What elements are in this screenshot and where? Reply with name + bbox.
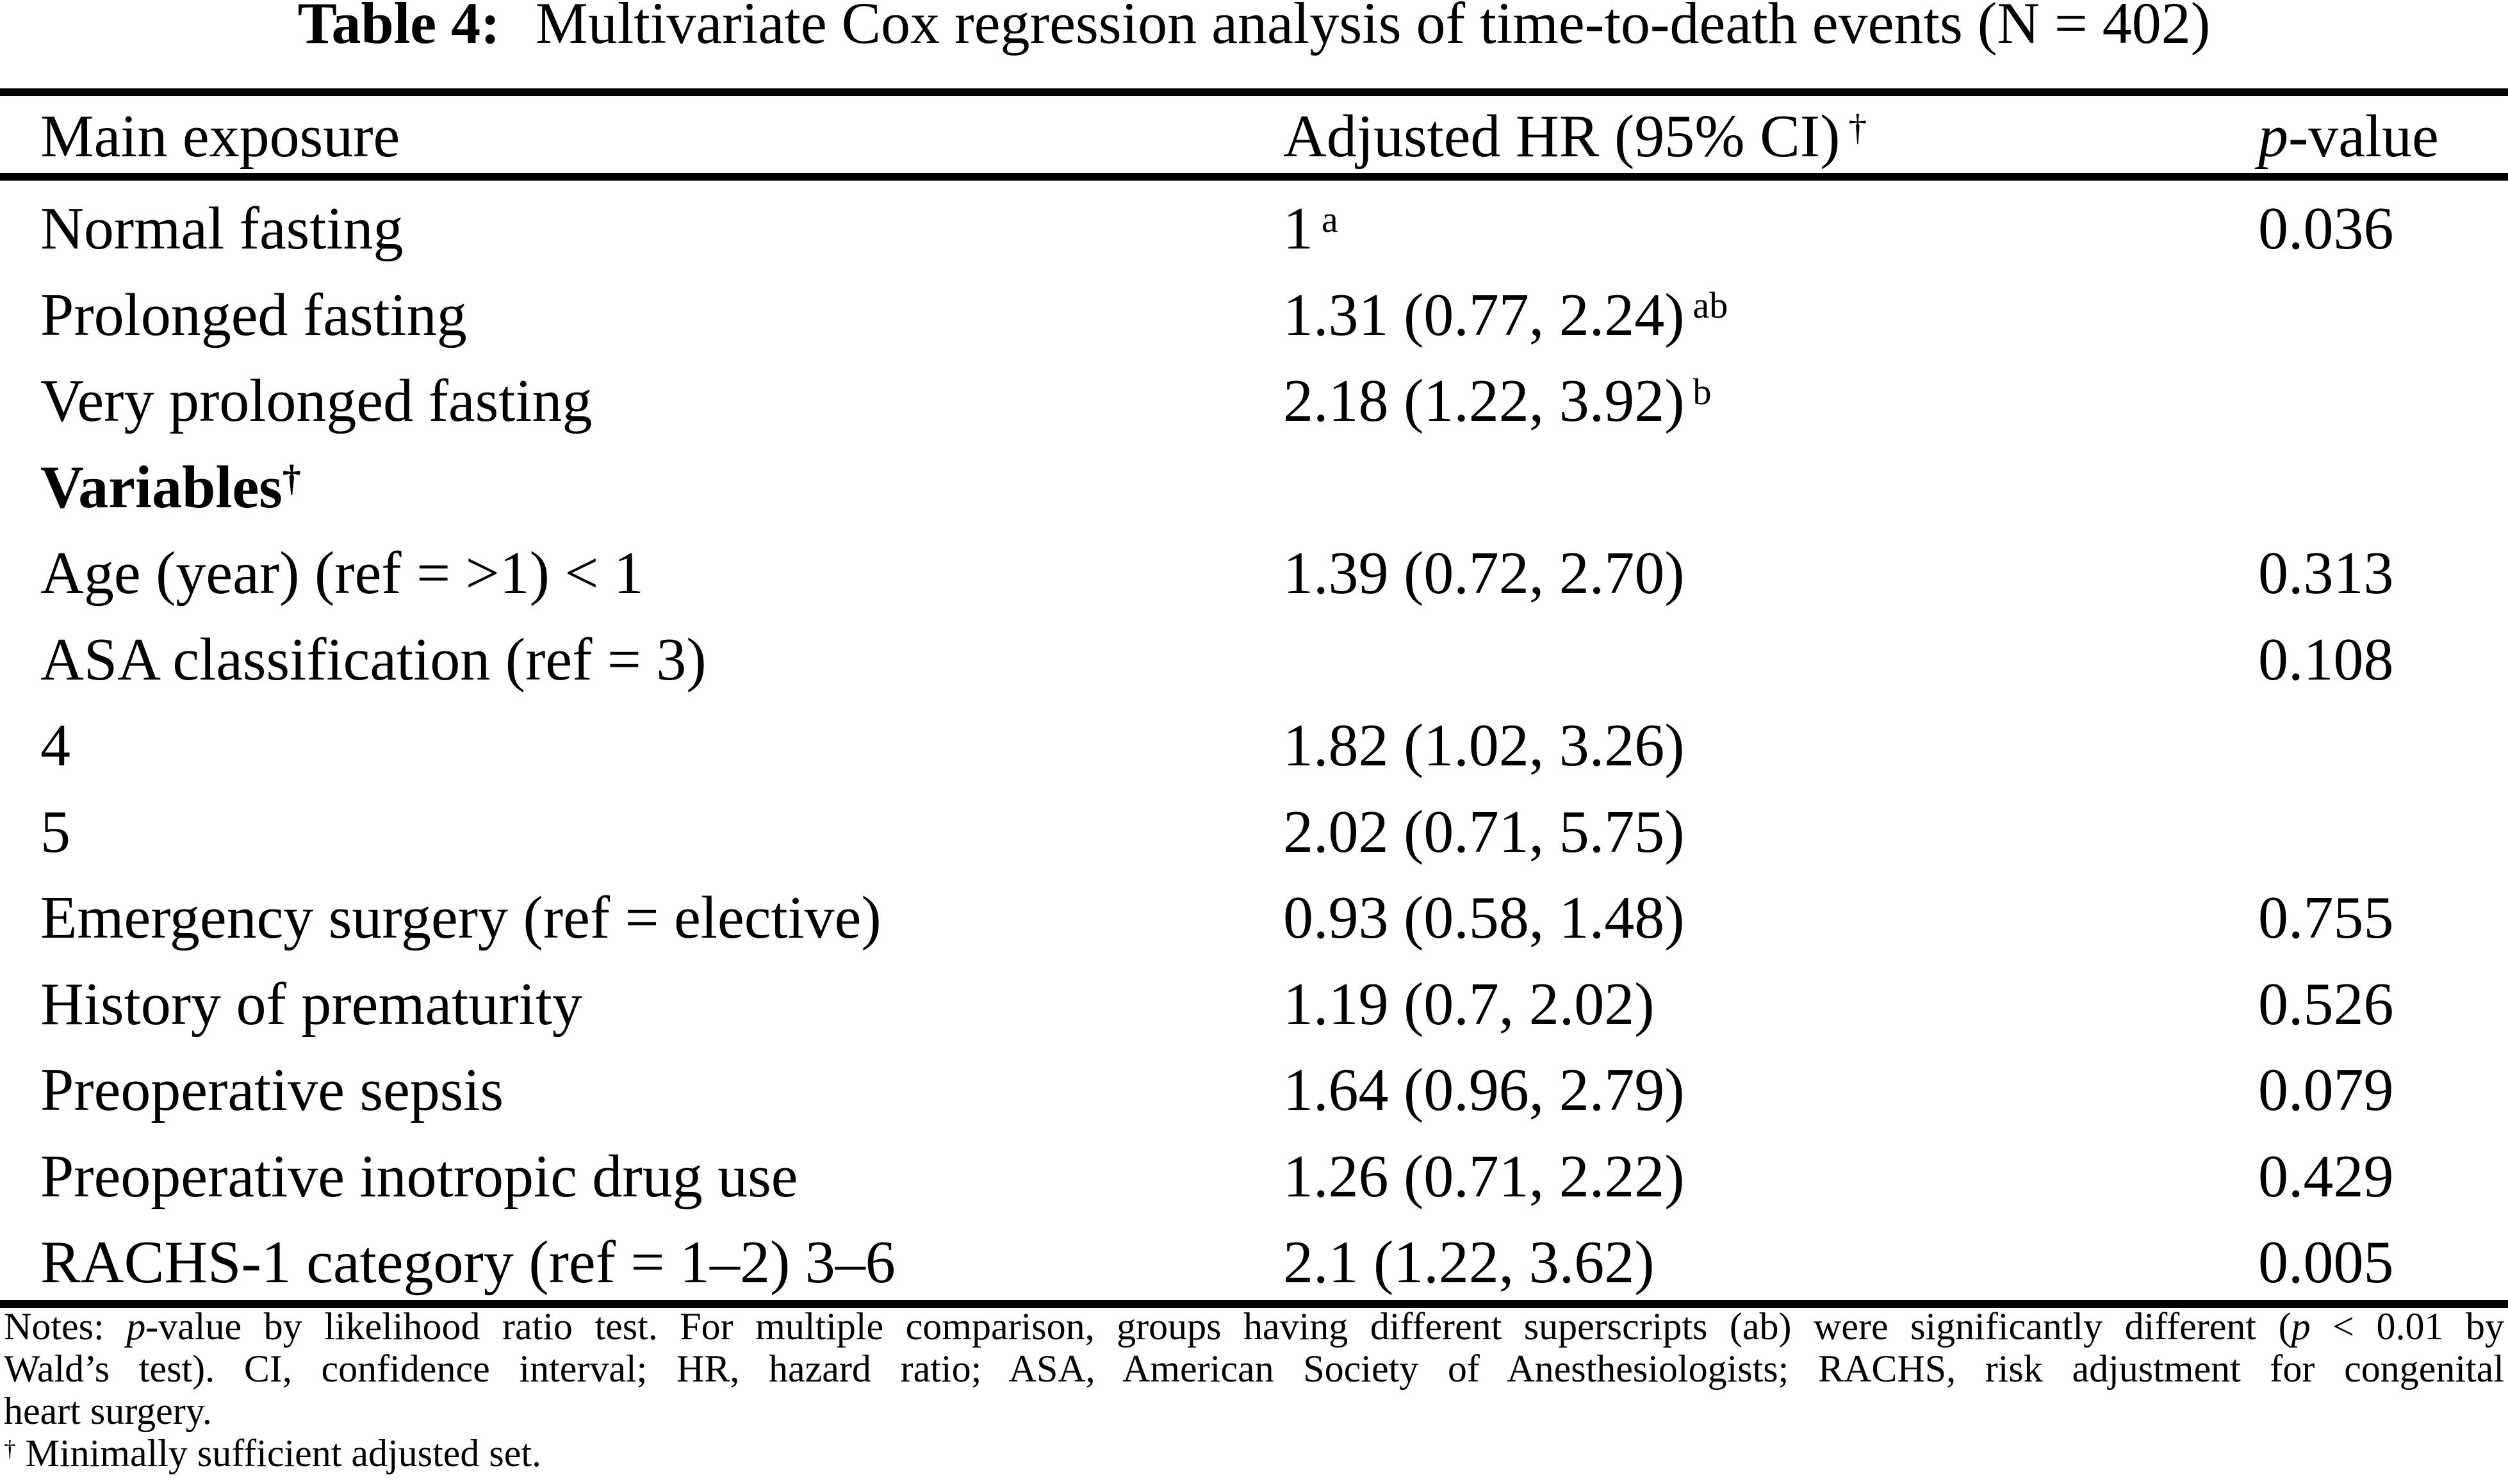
- footnote-line: † Minimally sufficient adjusted set.: [4, 1432, 2504, 1474]
- row-hr-value: 0.93 (0.58, 1.48): [1283, 885, 1685, 951]
- row-label: 5: [40, 798, 70, 865]
- row-p-value: 0.429: [2258, 1143, 2394, 1210]
- row-hr-value: 2.1 (1.22, 3.62): [1283, 1229, 1655, 1296]
- hr-superscript: b: [1692, 370, 1712, 412]
- table-header-row: Main exposure Adjusted HR (95% CI) † p-va…: [0, 106, 2508, 177]
- row-p-value: 0.313: [2258, 540, 2394, 607]
- row-hr-value: 2.02 (0.71, 5.75): [1283, 798, 1685, 865]
- column-header-main-exposure: Main exposure: [40, 103, 400, 170]
- table-rule-bottom: [0, 1300, 2508, 1308]
- dagger-superscript: †: [4, 1436, 16, 1463]
- section-label-variables: Variables†: [40, 453, 301, 521]
- row-label: ASA classification (ref = 3): [40, 626, 707, 693]
- row-label: 4: [40, 712, 70, 779]
- row-p-value: 0.005: [2258, 1229, 2394, 1296]
- table-rule-below-header: [0, 173, 2508, 181]
- row-label: Prolonged fasting: [40, 281, 467, 348]
- row-hr-value: 1.64 (0.96, 2.79): [1283, 1057, 1685, 1123]
- dagger-superscript: †: [282, 457, 301, 499]
- row-p-value: 0.079: [2258, 1057, 2394, 1123]
- table-caption-text: Multivariate Cox regression analysis of …: [535, 0, 2211, 56]
- row-label: Preoperative sepsis: [40, 1057, 504, 1123]
- table-row: 4 1.82 (1.02, 3.26): [0, 703, 2508, 789]
- table-row: Preoperative sepsis 1.64 (0.96, 2.79) 0.…: [0, 1047, 2508, 1134]
- note-line-1: Notes: p-value by likelihood ratio test.…: [4, 1305, 2504, 1348]
- row-p-value: 0.108: [2258, 626, 2394, 693]
- row-hr-value: 1.31 (0.77, 2.24) ab: [1283, 281, 1728, 348]
- table-caption-number: Table 4:: [297, 0, 500, 56]
- table-notes: Notes: p-value by likelihood ratio test.…: [4, 1305, 2504, 1474]
- table-row: RACHS-1 category (ref = 1–2) 3–6 2.1 (1.…: [0, 1219, 2508, 1306]
- row-p-value: 0.526: [2258, 970, 2394, 1038]
- table-rule-top: [0, 88, 2508, 96]
- row-p-value: 0.036: [2258, 195, 2394, 262]
- table-row-section-variables: Variables†: [0, 444, 2508, 531]
- row-label: RACHS-1 category (ref = 1–2) 3–6: [40, 1229, 896, 1296]
- table-row: 5 2.02 (0.71, 5.75): [0, 789, 2508, 876]
- row-hr-value: 1.39 (0.72, 2.70): [1283, 540, 1685, 607]
- table-row: Age (year) (ref = >1) < 1 1.39 (0.72, 2.…: [0, 530, 2508, 617]
- italic-p: p: [126, 1305, 146, 1348]
- note-line-3: heart surgery.: [4, 1390, 212, 1432]
- table-caption: Table 4: Multivariate Cox regression anal…: [0, 0, 2508, 57]
- row-hr-value: 1.82 (1.02, 3.26): [1283, 712, 1685, 779]
- row-p-value: 0.755: [2258, 885, 2394, 951]
- dagger-superscript: †: [1848, 106, 1867, 148]
- row-label: Preoperative inotropic drug use: [40, 1143, 798, 1210]
- row-hr-value: 1.26 (0.71, 2.22): [1283, 1143, 1685, 1210]
- row-label: History of prematurity: [40, 970, 582, 1038]
- table-row: Preoperative inotropic drug use 1.26 (0.…: [0, 1134, 2508, 1220]
- hr-superscript: a: [1321, 198, 1338, 240]
- row-label: Very prolonged fasting: [40, 368, 593, 434]
- table-row: ASA classification (ref = 3) 0.108: [0, 617, 2508, 703]
- italic-p: p: [2291, 1305, 2311, 1348]
- row-label: Emergency surgery (ref = elective): [40, 885, 881, 951]
- row-label: Age (year) (ref = >1) < 1: [40, 540, 644, 607]
- footnote-text: Minimally sufficient adjusted set.: [25, 1432, 542, 1474]
- table-row: Emergency surgery (ref = elective) 0.93 …: [0, 875, 2508, 961]
- row-hr-value: 2.18 (1.22, 3.92) b: [1283, 368, 1712, 434]
- table-row: Very prolonged fasting 2.18 (1.22, 3.92)…: [0, 358, 2508, 444]
- note-line-2: Wald’s test). CI, confidence interval; H…: [4, 1348, 2504, 1390]
- table-row: Prolonged fasting 1.31 (0.77, 2.24) ab: [0, 272, 2508, 359]
- column-header-adjusted-hr: Adjusted HR (95% CI) †: [1283, 103, 1867, 170]
- row-hr-value: 1.19 (0.7, 2.02): [1283, 970, 1655, 1038]
- row-label: Normal fasting: [40, 195, 404, 262]
- column-header-p-value: p-value: [2258, 103, 2439, 170]
- hr-superscript: ab: [1692, 284, 1728, 327]
- table-row: History of prematurity 1.19 (0.7, 2.02) …: [0, 961, 2508, 1048]
